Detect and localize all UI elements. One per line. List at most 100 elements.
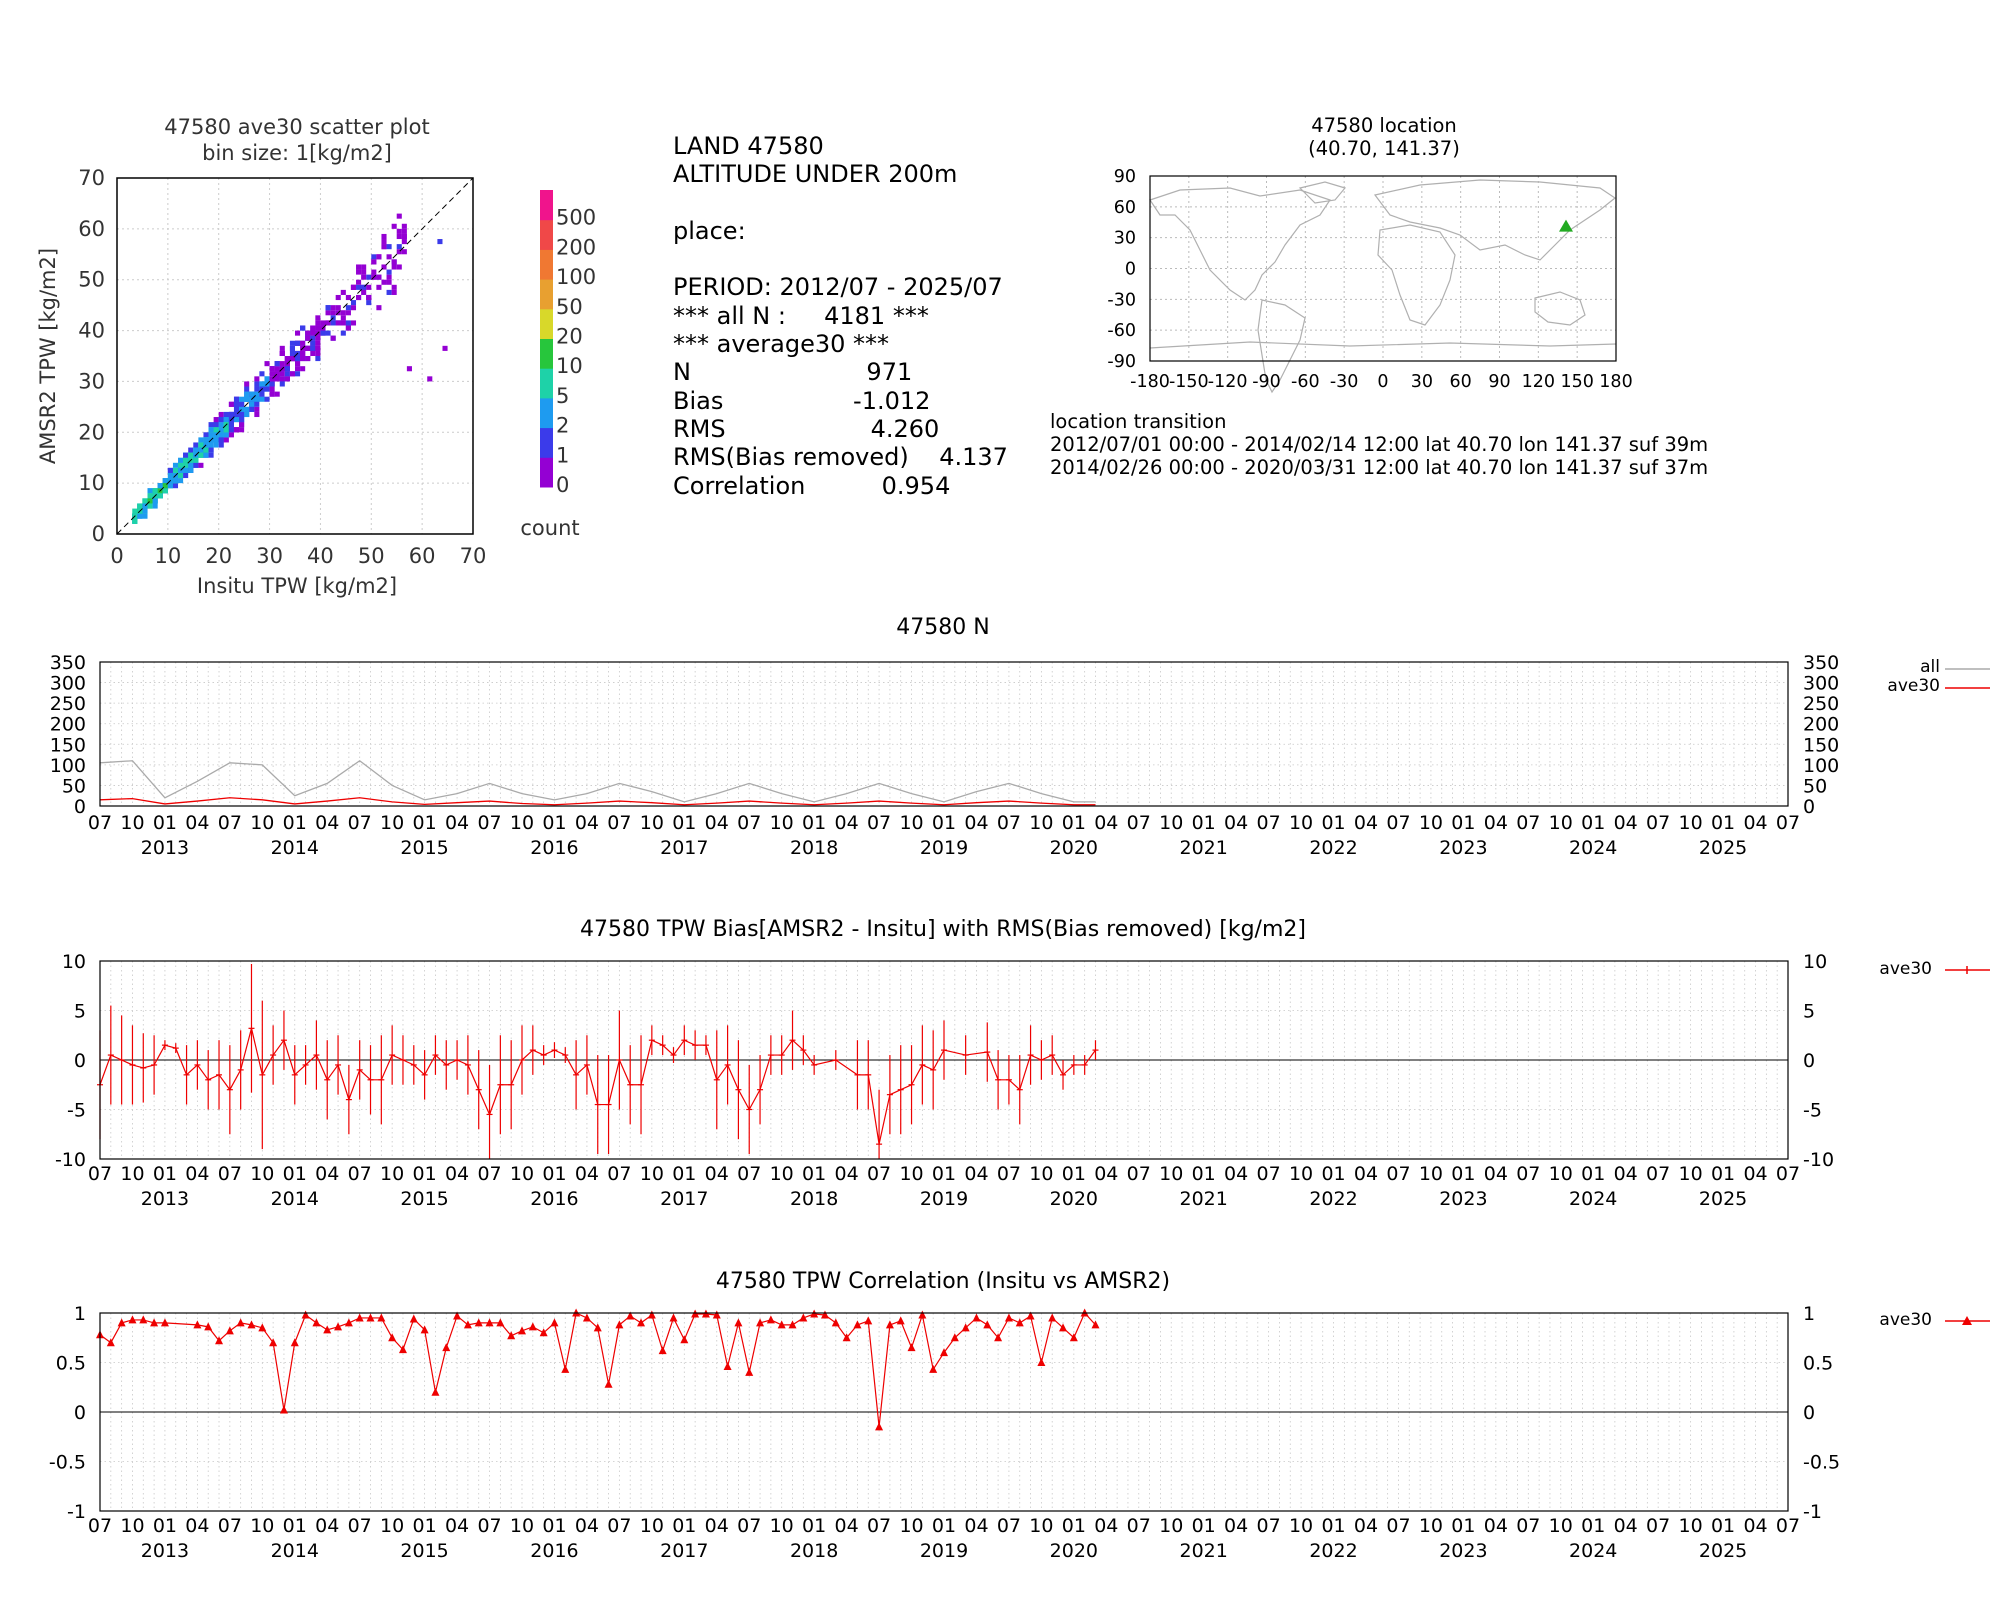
corr-point (355, 1313, 364, 1322)
scatter-bin (183, 462, 189, 468)
scatter-bin (305, 330, 311, 336)
africa-outline (1377, 224, 1456, 326)
corr-point (1069, 1333, 1078, 1342)
scatter-bin (396, 228, 402, 234)
scatter-bin (381, 279, 387, 285)
scatter-bin (279, 376, 285, 382)
scatter-bin (167, 467, 173, 473)
month-label: 01 (1192, 1515, 1216, 1537)
month-label: 01 (542, 1515, 566, 1537)
stats-line: LAND 47580 (673, 132, 824, 160)
scatter-bin (147, 493, 153, 499)
month-label: 10 (380, 812, 404, 834)
scatter-bin (218, 437, 224, 443)
scatter-bin (254, 406, 260, 412)
scatter-ticks: 00 10 10 20 20 30 30 40 40 50 50 60 60 70 70 (78, 166, 486, 568)
scatter-bin (208, 432, 214, 438)
month-label: 07 (1776, 1515, 1800, 1537)
map-x-tick: -60 (1291, 372, 1320, 392)
x-tick-label: 20 (205, 544, 232, 568)
colorbar-level: 100 (556, 265, 596, 289)
corr-point (442, 1343, 451, 1352)
scatter-bin (442, 345, 448, 351)
map-panel: 47580 location (40.70, 141.37) -180 -150-… (1107, 114, 1633, 394)
scatter-bin (218, 422, 224, 428)
scatter-bin (345, 320, 351, 326)
map-ticks: -180 -150 -120 -90 -60 -30 0 30 60 90 120 150 180906… (1107, 167, 1632, 392)
month-label: 01 (1711, 1163, 1735, 1185)
scatter-bin (361, 284, 367, 290)
month-label: 10 (1549, 812, 1573, 834)
year-label: 2015 (400, 1188, 448, 1210)
month-label: 07 (218, 812, 242, 834)
month-label: 04 (1614, 1163, 1638, 1185)
y-tick-left: -5 (67, 1100, 86, 1122)
scatter-bin (376, 284, 382, 290)
scatter-bin (305, 356, 311, 362)
year-label: 2017 (660, 837, 708, 859)
stats-line: ALTITUDE UNDER 200m (673, 160, 958, 189)
corr-point (918, 1310, 927, 1319)
map-x-tick: -30 (1330, 372, 1359, 392)
scatter-bin (386, 269, 392, 275)
scatter-bin (335, 305, 341, 311)
map-x-tick: 150 (1560, 372, 1593, 392)
scatter-bin (386, 279, 392, 285)
month-label: 10 (899, 1163, 923, 1185)
scatter-bin (178, 467, 184, 473)
scatter-bin (356, 264, 362, 270)
corr-point (236, 1318, 245, 1327)
scatter-bin (366, 284, 372, 290)
month-label: 10 (1679, 1163, 1703, 1185)
month-label: 01 (1451, 1515, 1475, 1537)
x-tick-label: 70 (460, 544, 487, 568)
month-label: 01 (1062, 812, 1086, 834)
month-label: 07 (1386, 1515, 1410, 1537)
corr-point (474, 1318, 483, 1327)
scatter-bin (350, 300, 357, 306)
scatter-bin (361, 289, 367, 295)
corr-point (269, 1338, 278, 1347)
map-x-tick: 120 (1522, 372, 1555, 392)
map-x-tick: 30 (1411, 372, 1433, 392)
month-label: 04 (1354, 1163, 1378, 1185)
scatter-bin (361, 264, 367, 270)
month-label: 04 (575, 812, 599, 834)
scatter-bin (213, 417, 219, 423)
scatter-bin (300, 340, 306, 346)
scatter-bin (274, 371, 280, 377)
map-frame (1149, 175, 1617, 362)
bias-legend: ave30 (1879, 959, 1990, 979)
month-label: 10 (1289, 1163, 1313, 1185)
scatter-bin (137, 503, 143, 509)
month-label: 04 (185, 1163, 209, 1185)
map-x-tick: 60 (1450, 372, 1472, 392)
corr-point (756, 1318, 765, 1327)
month-label: 10 (770, 1163, 794, 1185)
month-label: 07 (1516, 1515, 1540, 1537)
scatter-bin (279, 345, 285, 351)
map-x-tick: 0 (1377, 372, 1388, 392)
scatter-bin (295, 366, 301, 372)
scatter-bin (335, 320, 341, 326)
scatter-bin (325, 320, 331, 326)
corr-point (972, 1313, 981, 1322)
month-label: 10 (640, 812, 664, 834)
corr-panel-title: 47580 TPW Correlation (Insitu vs AMSR2) (716, 1269, 1170, 1294)
y-tick-label: 10 (78, 471, 105, 495)
bias-frame (99, 960, 1789, 1160)
corr-point (940, 1348, 948, 1357)
month-label: 10 (1159, 812, 1183, 834)
scatter-bin (269, 386, 275, 392)
scatter-bin (350, 284, 357, 290)
scatter-bin (162, 488, 168, 494)
y-tick-left: 0 (74, 1050, 86, 1072)
series-all-line (99, 759, 1096, 803)
month-label: 10 (1549, 1515, 1573, 1537)
month-label: 07 (997, 1163, 1021, 1185)
corr-point (463, 1320, 472, 1329)
map-y-tick: 60 (1114, 198, 1136, 218)
year-label: 2013 (141, 837, 189, 859)
scatter-bin (295, 361, 301, 367)
